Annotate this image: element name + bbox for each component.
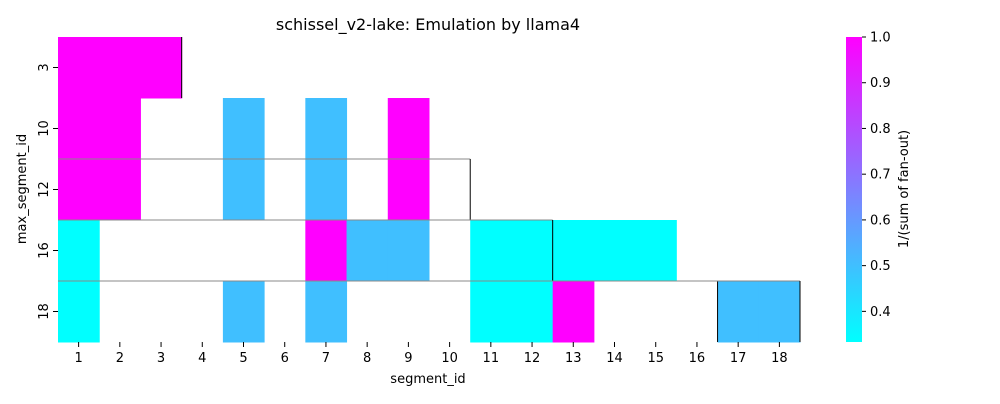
colorbar-tick-label: 0.8 <box>870 122 891 137</box>
heatmap-cell <box>58 281 100 343</box>
heatmap-cell <box>99 37 141 99</box>
heatmap-cell <box>140 37 183 99</box>
heatmap-cell <box>511 220 554 282</box>
heatmap-cell <box>305 220 348 282</box>
x-axis-label: segment_id <box>390 372 465 387</box>
heatmap-cell <box>387 159 430 221</box>
heatmap-cells <box>58 37 801 343</box>
heatmap-cell <box>470 281 512 343</box>
heatmap-cell <box>346 220 389 282</box>
heatmap-cell <box>758 281 801 343</box>
heatmap-cell <box>222 281 265 343</box>
y-tick-label: 18 <box>37 303 52 320</box>
heatmap-cell <box>58 220 100 282</box>
x-tick-label: 4 <box>198 351 206 366</box>
heatmap-cell <box>305 281 348 343</box>
x-axis-ticks: 1 2 3 4 5 6 7 8 9 10 11 12 13 14 15 16 17 18 <box>74 342 788 366</box>
colorbar-tick-label: 1.0 <box>870 31 891 46</box>
heatmap-cell <box>552 281 595 343</box>
heatmap-cell <box>593 220 636 282</box>
heatmap-cell <box>470 220 512 282</box>
x-tick-label: 12 <box>524 351 541 366</box>
heatmap-cell <box>717 281 760 343</box>
heatmap-cell <box>387 98 430 160</box>
x-tick-label: 13 <box>565 351 582 366</box>
segment-separator-lines <box>58 37 801 342</box>
x-tick-label: 10 <box>441 351 458 366</box>
heatmap-cell <box>99 159 141 221</box>
x-tick-label: 5 <box>239 351 247 366</box>
heatmap-cell <box>552 220 595 282</box>
x-tick-label: 7 <box>322 351 330 366</box>
x-tick-label: 15 <box>647 351 664 366</box>
heatmap-cell <box>222 98 265 160</box>
colorbar-tick-label: 0.6 <box>870 213 891 228</box>
x-tick-label: 16 <box>689 351 706 366</box>
y-tick-label: 12 <box>37 181 52 198</box>
colorbar-tick-label: 0.7 <box>870 168 891 183</box>
colorbar-tick-label: 0.5 <box>870 259 891 274</box>
heatmap-cell <box>387 220 430 282</box>
chart-title: schissel_v2-lake: Emulation by llama4 <box>276 15 580 35</box>
heatmap-cell <box>58 98 100 160</box>
heatmap-cell <box>305 159 348 221</box>
y-tick-label: 10 <box>37 120 52 137</box>
y-tick-label: 16 <box>37 242 52 259</box>
colorbar-tick-label: 0.4 <box>870 305 891 320</box>
x-tick-label: 1 <box>74 351 82 366</box>
y-axis-ticks: 3 10 12 16 18 <box>37 63 58 320</box>
heatmap-cell <box>222 159 265 221</box>
colorbar <box>846 37 862 342</box>
x-tick-label: 8 <box>363 351 371 366</box>
x-tick-label: 11 <box>483 351 500 366</box>
heatmap-cell <box>511 281 554 343</box>
heatmap-cell <box>99 98 141 160</box>
x-tick-label: 6 <box>281 351 289 366</box>
heatmap-cell <box>305 98 348 160</box>
x-tick-label: 14 <box>606 351 623 366</box>
x-tick-label: 3 <box>157 351 165 366</box>
y-axis-label: max_segment_id <box>15 134 30 244</box>
heatmap-cell <box>635 220 677 282</box>
x-tick-label: 9 <box>404 351 412 366</box>
colorbar-label: 1/(sum of fan-out) <box>897 130 912 248</box>
x-tick-label: 18 <box>771 351 788 366</box>
x-tick-label: 17 <box>730 351 747 366</box>
colorbar-ticks: 0.4 0.5 0.6 0.7 0.8 0.9 1.0 <box>862 31 891 320</box>
heatmap-cell <box>58 37 100 99</box>
colorbar-tick-label: 0.9 <box>870 76 891 91</box>
y-tick-label: 3 <box>37 63 52 71</box>
x-tick-label: 2 <box>116 351 124 366</box>
heatmap-cell <box>58 159 100 221</box>
